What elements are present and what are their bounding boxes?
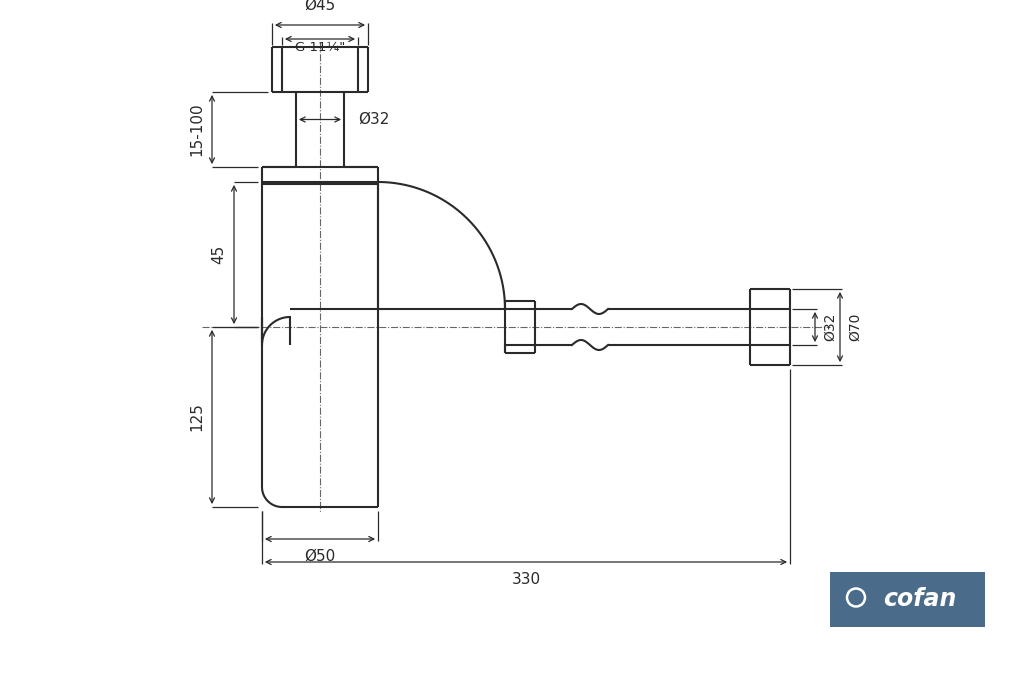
Text: Ø45: Ø45 [304, 0, 336, 13]
Text: 45: 45 [211, 245, 226, 264]
Text: 125: 125 [189, 402, 204, 432]
Text: Ø70: Ø70 [848, 313, 862, 341]
Text: Ø50: Ø50 [304, 549, 336, 564]
Text: 330: 330 [511, 572, 541, 587]
Text: Ø32: Ø32 [823, 313, 837, 341]
Text: cofan: cofan [884, 587, 956, 612]
Text: Ø32: Ø32 [358, 112, 389, 127]
Text: 15-100: 15-100 [189, 103, 204, 156]
Text: G 11¼": G 11¼" [295, 41, 345, 54]
Bar [830, 572, 985, 627]
